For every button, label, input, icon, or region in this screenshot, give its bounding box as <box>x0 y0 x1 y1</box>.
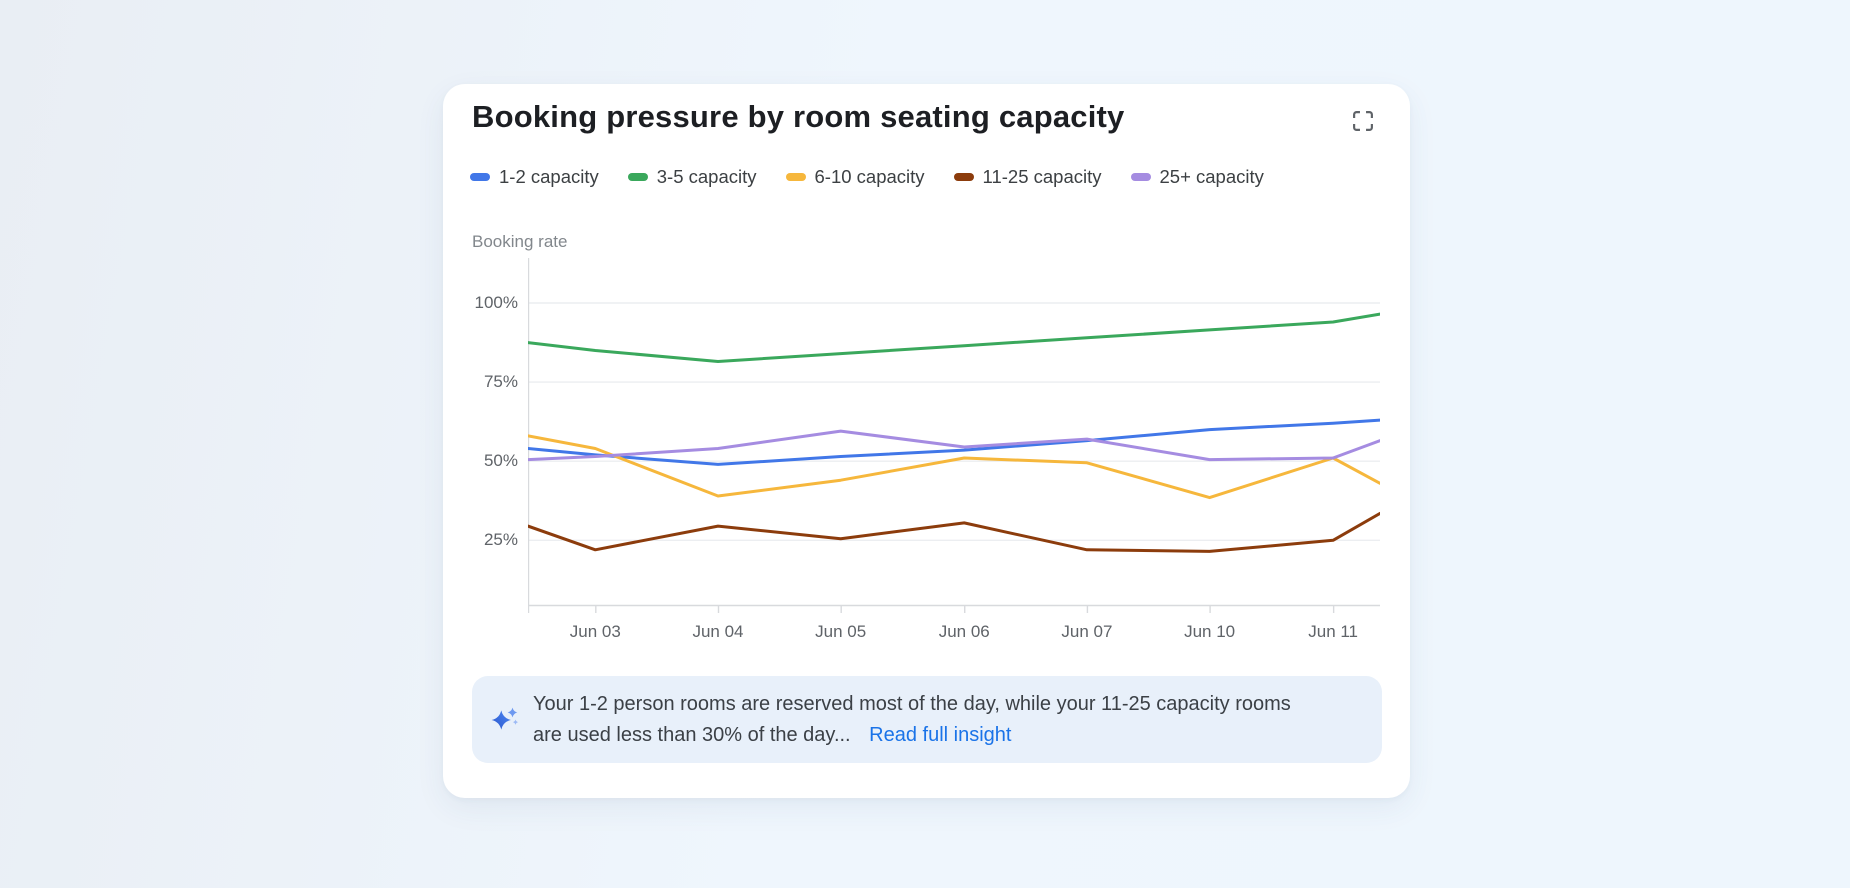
legend-item-11-25-capacity[interactable]: 11-25 capacity <box>953 166 1102 188</box>
line-chart-plot-area[interactable] <box>528 258 1380 613</box>
y-tick-label: 100% <box>474 293 518 312</box>
x-tick-label: Jun 05 <box>815 622 867 641</box>
insight-text: Your 1-2 person rooms are reserved most … <box>533 689 1291 751</box>
legend-swatch <box>627 173 648 181</box>
y-tick-label: 50% <box>483 451 518 471</box>
x-tick-label: Jun 10 <box>1184 622 1236 641</box>
legend-swatch <box>1130 173 1151 181</box>
expand-button[interactable] <box>1349 108 1377 136</box>
fullscreen-expand-icon <box>1353 111 1373 131</box>
legend-label: 6-10 capacity <box>814 166 925 187</box>
y-tick-label: 75% <box>483 372 518 392</box>
x-tick-label: Jun 06 <box>938 622 990 641</box>
chart-legend: 1-2 capacity 3-5 capacity 6-10 capacity … <box>470 166 1264 188</box>
insight-callout: Your 1-2 person rooms are reserved most … <box>472 676 1382 763</box>
y-axis-title: Booking rate <box>472 232 568 251</box>
legend-item-3-5-capacity[interactable]: 3-5 capacity <box>627 166 757 188</box>
legend-swatch <box>470 173 490 181</box>
legend-swatch <box>953 173 974 181</box>
x-tick-label: Jun 07 <box>1061 622 1113 641</box>
ai-sparkle-icon <box>491 707 519 730</box>
x-tick-label: Jun 03 <box>569 622 621 641</box>
legend-label: 11-25 capacity <box>982 166 1102 187</box>
legend-label: 3-5 capacity <box>656 166 757 187</box>
insight-text-line2: are used less than 30% of the day... <box>533 723 851 746</box>
legend-label: 1-2 capacity <box>499 166 599 187</box>
legend-item-1-2-capacity[interactable]: 1-2 capacity <box>470 166 599 188</box>
insight-text-line1: Your 1-2 person rooms are reserved most … <box>533 692 1291 715</box>
read-full-insight-link[interactable]: Read full insight <box>869 723 1012 746</box>
legend-swatch <box>785 173 806 181</box>
x-tick-label: Jun 04 <box>692 622 744 641</box>
line-chart-svg <box>528 258 1380 613</box>
y-tick-label: 25% <box>483 530 518 550</box>
chart-card: Booking pressure by room seating capacit… <box>443 84 1410 798</box>
legend-item-6-10-capacity[interactable]: 6-10 capacity <box>785 166 925 188</box>
legend-label: 25+ capacity <box>1159 166 1264 187</box>
x-tick-label: Jun 11 <box>1308 622 1359 641</box>
legend-item-25-plus-capacity[interactable]: 25+ capacity <box>1130 166 1264 188</box>
chart-title: Booking pressure by room seating capacit… <box>472 99 1125 134</box>
